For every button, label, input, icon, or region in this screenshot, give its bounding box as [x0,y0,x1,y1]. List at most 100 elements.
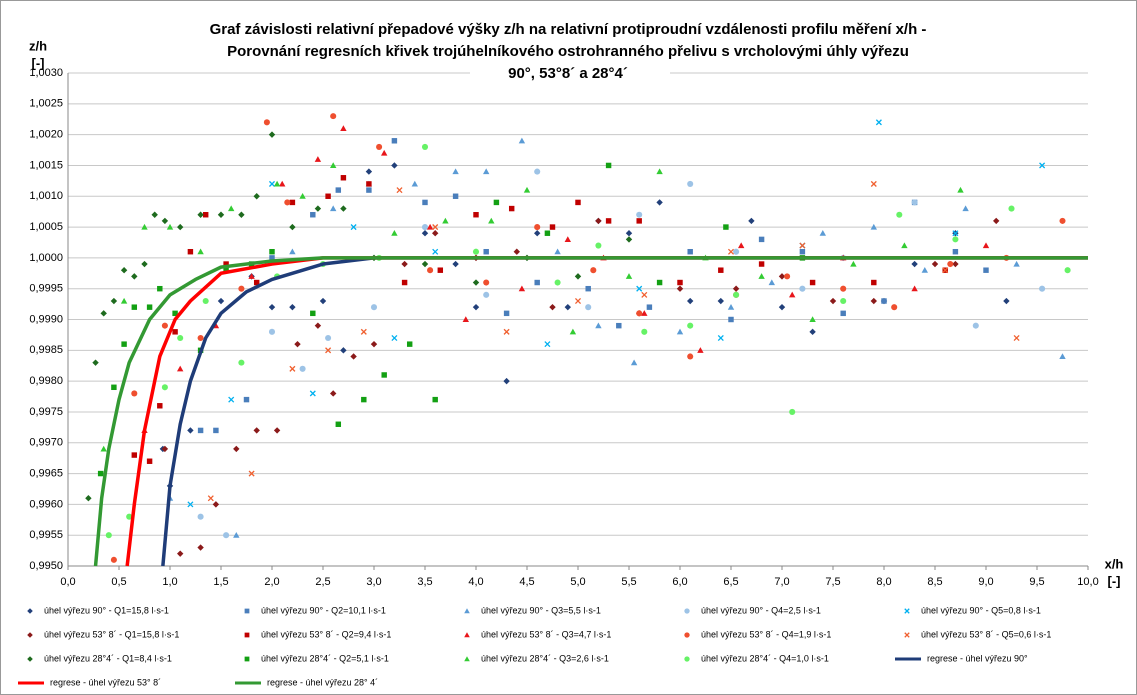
point [197,211,204,218]
point [947,260,954,268]
point [993,217,1000,225]
point [437,267,444,273]
point [1008,205,1015,212]
point [799,248,806,255]
point [309,390,316,397]
legend-swatch [244,632,250,638]
title-backdrop [470,64,670,84]
point [366,181,372,187]
legend-label: úhel výřezu 90° - Q5=0,8 l·s-1 [921,605,1041,615]
point [161,384,168,391]
point [248,470,255,477]
point [421,260,429,268]
point [523,186,531,193]
x-axis-label: [-] [1108,573,1121,588]
legend-label: regrese - úhel výřezu 90° [927,653,1028,663]
y-axis-label: [-] [32,55,45,70]
legend-label: úhel výřezu 53° 8´ - Q4=1,9 l·s-1 [701,629,831,639]
point [881,298,887,304]
point [100,445,107,452]
point [733,291,740,298]
point [273,180,281,187]
y-tick-label: 0,9960 [29,498,63,510]
point [151,211,158,218]
point [110,556,117,563]
point [177,365,184,372]
point [733,248,740,255]
point [534,279,540,286]
point [952,230,959,237]
point [269,248,275,255]
legend-label: úhel výřezu 53° 8´ - Q1=15,8 l·s-1 [44,629,179,639]
point [238,285,245,292]
point [972,322,979,329]
point [723,224,729,230]
point [590,267,597,274]
point [727,303,735,310]
point [314,205,322,212]
point [202,212,209,218]
legend-label: úhel výřezu 28°4´ - Q4=1,0 l·s-1 [701,653,829,663]
point [870,223,877,230]
point [636,310,643,317]
point [656,279,663,286]
x-tick-label: 8,5 [927,576,942,588]
x-axis-label: x/h [1105,556,1124,571]
point [952,260,959,268]
point [549,303,556,311]
point [641,310,648,316]
y-tick-label: 0,9985 [29,344,63,356]
legend-swatch [27,656,33,662]
point [157,403,163,409]
point [325,193,331,199]
point [732,285,740,292]
point [228,205,235,212]
point [840,310,846,317]
point [483,168,490,175]
x-tick-label: 10,0 [1077,576,1098,588]
y-tick-label: 0,9965 [29,467,63,479]
point [406,341,413,347]
point [687,322,694,329]
y-tick-label: 0,9990 [29,313,63,325]
point [575,199,581,206]
point [268,328,276,335]
point [314,322,322,329]
point [273,427,281,434]
point [243,396,250,403]
point [330,113,337,120]
y-tick-label: 0,9995 [29,283,63,295]
point [314,156,322,162]
point [901,242,908,249]
point [641,328,648,335]
legend-swatch [684,608,690,614]
point [294,340,301,348]
point [376,143,383,150]
point [120,297,128,304]
point [370,304,378,311]
legend-swatch [27,632,33,638]
point [340,175,347,181]
point [1039,162,1046,169]
point [636,211,643,218]
point [299,193,306,199]
point [157,285,163,292]
point [131,390,138,397]
point [585,304,592,311]
point [350,224,357,231]
point [361,396,367,403]
point [564,303,571,311]
x-tick-label: 0,5 [111,576,126,588]
point [238,211,245,218]
point [340,125,347,132]
y-tick-label: 1,0020 [29,129,63,141]
point [279,180,286,187]
y-tick-label: 1,0025 [29,98,63,110]
point [268,303,276,311]
point [493,199,500,206]
point [778,273,786,280]
x-tick-label: 3,0 [366,576,381,588]
legend-swatch [904,632,910,638]
point [799,285,806,292]
